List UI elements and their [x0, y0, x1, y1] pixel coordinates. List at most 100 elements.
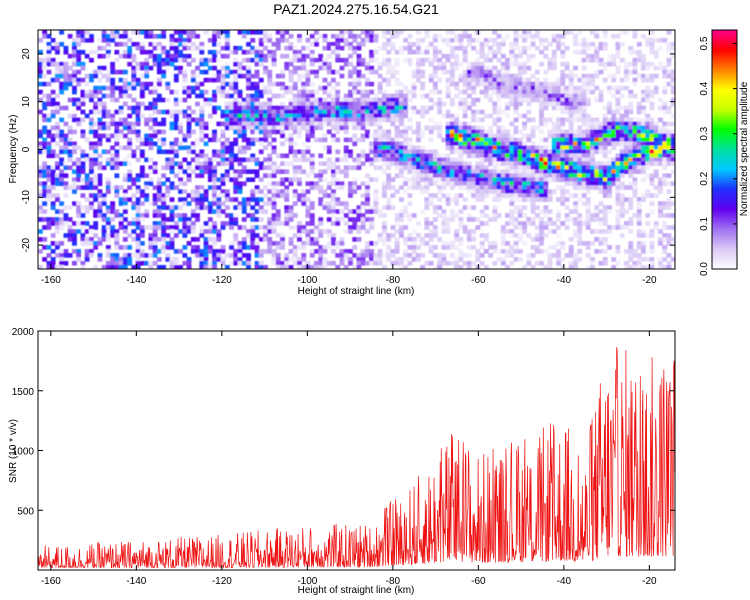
- heatmap-cell: [369, 209, 375, 214]
- heatmap-cell: [483, 57, 489, 63]
- heatmap-cell: [636, 157, 642, 163]
- heatmap-cell: [509, 253, 515, 258]
- heatmap-cell: [534, 149, 540, 155]
- heatmap-cell: [560, 89, 566, 95]
- heatmap-cell: [607, 109, 612, 115]
- heatmap-cell: [594, 185, 600, 190]
- heatmap-cell: [280, 181, 285, 186]
- heatmap-cell: [645, 161, 651, 166]
- heatmap-cell: [432, 153, 438, 159]
- heatmap-cell: [428, 105, 434, 111]
- heatmap-cell: [449, 121, 455, 127]
- heatmap-cell: [178, 38, 183, 43]
- heatmap-cell: [139, 85, 145, 91]
- heatmap-cell: [560, 133, 566, 139]
- heatmap-cell: [649, 181, 655, 186]
- heatmap-cell: [118, 93, 124, 99]
- heatmap-cell: [105, 233, 111, 238]
- heatmap-cell: [288, 133, 294, 139]
- heatmap-cell: [67, 217, 73, 222]
- heatmap-cell: [131, 181, 137, 186]
- heatmap-cell: [46, 101, 52, 107]
- heatmap-cell: [500, 149, 506, 155]
- heatmap-cell: [649, 89, 655, 95]
- heatmap-cell: [216, 69, 222, 75]
- heatmap-cell: [373, 105, 379, 111]
- heatmap-cell: [454, 229, 460, 234]
- heatmap-cell: [369, 157, 375, 163]
- heatmap-cell: [258, 105, 264, 111]
- heatmap-cell: [454, 165, 460, 170]
- heatmap-cell: [207, 38, 213, 43]
- heatmap-cell: [437, 34, 443, 39]
- heatmap-cell: [50, 169, 56, 174]
- heatmap-cell: [212, 237, 217, 242]
- heatmap-cell: [543, 89, 549, 95]
- heatmap-cell: [331, 189, 336, 194]
- heatmap-cell: [382, 149, 387, 155]
- heatmap-cell: [466, 69, 472, 75]
- heatmap-cell: [195, 117, 200, 123]
- heatmap-cell: [479, 165, 485, 170]
- heatmap-cell: [611, 257, 617, 262]
- heatmap-cell: [611, 121, 617, 127]
- heatmap-cell: [551, 105, 557, 111]
- heatmap-cell: [326, 42, 332, 47]
- heatmap-cell: [526, 85, 532, 91]
- heatmap-cell: [258, 101, 264, 107]
- heatmap-cell: [611, 169, 617, 174]
- heatmap-cell: [522, 149, 527, 155]
- heatmap-cell: [394, 30, 400, 35]
- heatmap-cell: [169, 53, 175, 59]
- heatmap-cell: [479, 181, 485, 186]
- heatmap-cell: [271, 61, 277, 67]
- heatmap-cell: [297, 197, 302, 202]
- heatmap-cell: [670, 53, 675, 59]
- heatmap-cell: [602, 257, 608, 262]
- heatmap-cell: [437, 153, 443, 159]
- heatmap-cell: [598, 165, 604, 170]
- heatmap-cell: [80, 109, 86, 115]
- heatmap-cell: [564, 149, 570, 155]
- heatmap-cell: [551, 65, 557, 71]
- heatmap-cell: [373, 197, 379, 202]
- heatmap-cell: [135, 109, 141, 115]
- heatmap-cell: [551, 137, 557, 143]
- heatmap-cell: [611, 109, 617, 115]
- heatmap-cell: [275, 121, 281, 127]
- heatmap-cell: [246, 125, 251, 131]
- heatmap-cell: [636, 217, 642, 222]
- heatmap-cell: [178, 141, 183, 147]
- heatmap-cell: [564, 30, 570, 35]
- heatmap-cell: [186, 201, 192, 206]
- heatmap-cell: [399, 81, 404, 87]
- heatmap-cell: [254, 249, 260, 254]
- heatmap-cell: [322, 117, 328, 123]
- heatmap-cell: [301, 93, 307, 99]
- heatmap-cell: [288, 73, 294, 79]
- heatmap-cell: [122, 69, 128, 75]
- heatmap-cell: [530, 145, 536, 151]
- heatmap-cell: [543, 145, 549, 151]
- heatmap-cell: [161, 97, 167, 103]
- heatmap-cell: [373, 241, 379, 246]
- heatmap-cell: [114, 233, 120, 238]
- heatmap-cell: [505, 57, 510, 63]
- heatmap-cell: [352, 97, 358, 103]
- heatmap-cell: [632, 185, 638, 190]
- heatmap-cell: [348, 97, 353, 103]
- heatmap-cell: [352, 209, 358, 214]
- heatmap-cell: [432, 49, 438, 55]
- heatmap-cell: [428, 89, 434, 95]
- heatmap-cell: [42, 181, 48, 186]
- heatmap-cell: [666, 42, 672, 47]
- heatmap-cell: [517, 165, 523, 170]
- heatmap-cell: [224, 45, 230, 51]
- heatmap-cell: [517, 97, 523, 103]
- heatmap-cell: [148, 237, 154, 242]
- heatmap-cell: [522, 89, 527, 95]
- heatmap-cell: [437, 173, 443, 178]
- heatmap-cell: [390, 105, 396, 111]
- heatmap-cell: [271, 145, 277, 151]
- heatmap-cell: [258, 165, 264, 170]
